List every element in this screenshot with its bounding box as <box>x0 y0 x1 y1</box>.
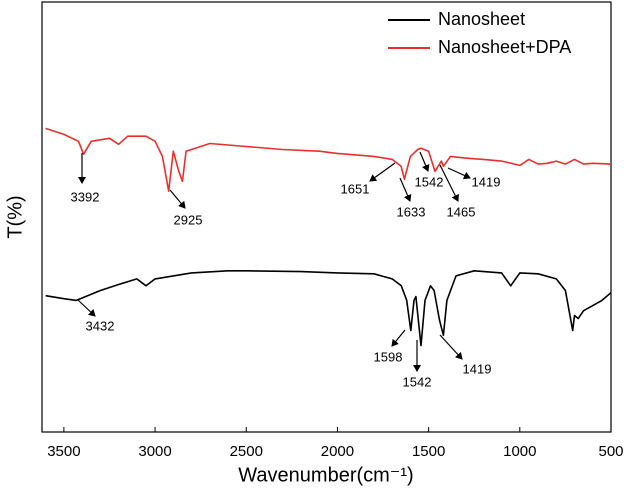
legend-label: Nanosheet <box>438 9 525 29</box>
annotation-label: 1542 <box>403 374 432 389</box>
series-line <box>45 127 612 192</box>
annotation-arrow <box>369 162 396 182</box>
annotation-arrow <box>447 167 471 180</box>
annotation-label: 1419 <box>463 361 492 376</box>
plot-frame <box>41 1 612 433</box>
y-axis-label: T(%) <box>4 195 26 238</box>
annotation-arrow <box>439 334 463 360</box>
legend-label: Nanosheet+DPA <box>438 37 571 57</box>
annotation-label: 1651 <box>341 181 370 196</box>
annotation-label: 1465 <box>447 204 476 219</box>
annotation-label: 1598 <box>374 349 403 364</box>
annotation-label: 2925 <box>174 212 203 227</box>
annotation-label: 1542 <box>415 174 444 189</box>
annotation-label: 3432 <box>86 318 115 333</box>
x-tick-label: 3000 <box>138 443 171 460</box>
series-line <box>45 270 612 347</box>
annotation-arrow <box>439 164 459 202</box>
annotation-label: 1419 <box>472 174 501 189</box>
x-tick-label: 1000 <box>503 443 536 460</box>
annotation-label: 1633 <box>397 204 426 219</box>
annotation-arrow <box>419 151 430 172</box>
x-tick-label: 1500 <box>412 443 445 460</box>
x-axis-label: Wavenumber(cm⁻¹) <box>238 464 413 486</box>
annotation-label: 3392 <box>71 189 100 204</box>
annotation-arrow <box>77 299 96 317</box>
x-tick-label: 2500 <box>230 443 263 460</box>
annotation-arrow <box>169 189 186 209</box>
annotation-arrow <box>399 177 412 202</box>
x-tick-label: 3500 <box>47 443 80 460</box>
annotation-arrow <box>391 329 406 347</box>
x-tick-label: 2000 <box>321 443 354 460</box>
x-tick-label: 500 <box>598 443 623 460</box>
